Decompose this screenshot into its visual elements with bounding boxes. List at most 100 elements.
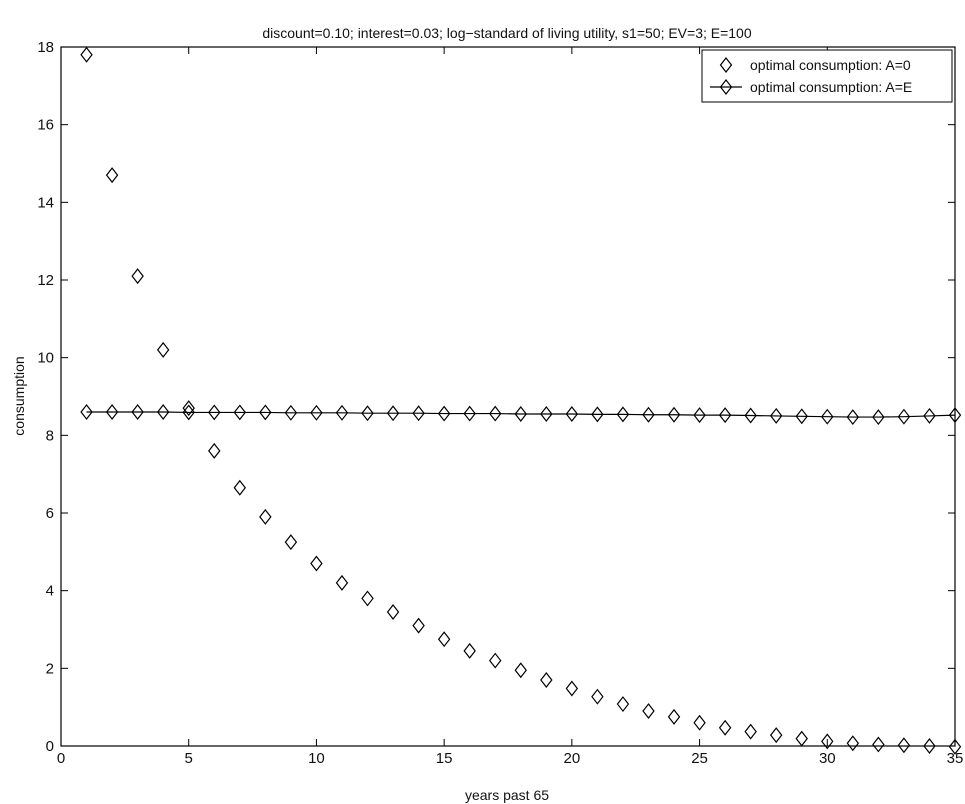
series-1-point <box>437 631 451 648</box>
series-1-point <box>514 662 527 679</box>
x-tick-label: 15 <box>436 750 453 767</box>
series-1-point <box>80 46 93 63</box>
series-2-point <box>335 404 349 421</box>
series-2-point <box>131 404 144 421</box>
series-2-point <box>616 406 630 423</box>
series-1-point <box>361 590 374 607</box>
x-tick-label: 20 <box>564 750 581 767</box>
series-1-point <box>948 738 962 755</box>
series-1-point <box>718 719 732 736</box>
x-tick-label: 0 <box>57 750 65 767</box>
series-1-point <box>233 479 247 496</box>
x-tick-label: 25 <box>691 750 708 767</box>
y-tick-label: 12 <box>37 272 54 289</box>
x-tick-label: 30 <box>819 750 836 767</box>
series-2-point <box>744 407 757 424</box>
series-1-point <box>744 723 757 740</box>
y-tick-label: 14 <box>37 194 54 211</box>
series-2-point <box>821 408 834 425</box>
y-tick-label: 6 <box>46 505 54 522</box>
series-1-point <box>540 672 553 688</box>
series-2-point <box>463 405 476 422</box>
series-1-point <box>208 442 221 459</box>
series-2-point <box>259 404 272 421</box>
series-2-point <box>565 405 579 422</box>
series-2-point <box>795 408 808 425</box>
legend-box <box>701 49 953 103</box>
series-1-point <box>795 730 808 747</box>
series-1-point <box>897 737 911 754</box>
series-1-point <box>259 508 272 525</box>
series-2-point <box>872 409 885 426</box>
series-2-point <box>591 406 604 423</box>
y-axis-label: consumption <box>11 356 27 435</box>
series-1-point <box>616 696 630 713</box>
series-2-point <box>233 404 247 421</box>
y-tick-label: 16 <box>37 117 54 134</box>
series-1-point <box>335 574 349 591</box>
x-tick-label: 35 <box>947 750 964 767</box>
chart-title: discount=0.10; interest=0.03; log−standa… <box>262 25 752 41</box>
series-2-point <box>105 404 119 421</box>
series-2-point <box>718 407 732 424</box>
series-2-point <box>540 405 553 422</box>
legend-entry-1: optimal consumption: A=0 <box>750 57 911 73</box>
series-2-point <box>361 405 374 422</box>
series-2-point <box>693 407 706 424</box>
series-2-point <box>412 405 425 422</box>
series-2-point <box>897 408 911 425</box>
series-1-point <box>693 714 706 731</box>
series-1-point <box>412 617 425 634</box>
series-1-point <box>821 733 834 750</box>
y-tick-label: 0 <box>46 738 54 755</box>
series-1-point <box>872 736 885 753</box>
series-1-point <box>769 727 783 744</box>
series-1-point <box>591 688 604 705</box>
series-1-point <box>463 642 476 659</box>
series-1-point <box>489 652 502 669</box>
y-tick-label: 2 <box>46 660 54 677</box>
series-2-point <box>769 407 783 424</box>
series-2-point <box>182 404 195 421</box>
series-line-2 <box>86 411 956 418</box>
series-2-point <box>948 407 962 424</box>
series-2-point <box>642 406 655 423</box>
x-tick-label: 10 <box>308 750 325 767</box>
series-2-point <box>156 404 170 421</box>
series-2-point <box>489 405 502 422</box>
plot-frame <box>60 46 956 747</box>
series-2-point <box>208 404 221 421</box>
series-1-point <box>310 555 323 572</box>
series-2-point <box>923 407 936 424</box>
series-1-point <box>846 735 860 752</box>
series-2-point <box>667 406 681 423</box>
series-1-point <box>131 268 144 285</box>
series-2-point <box>80 404 93 421</box>
series-1-point <box>156 341 170 358</box>
x-tick-label: 5 <box>185 750 193 767</box>
series-1-point <box>105 167 119 184</box>
series-1-point <box>565 680 579 697</box>
series-1-point <box>284 534 298 551</box>
series-1-point <box>923 738 936 754</box>
series-2-point <box>284 404 298 421</box>
y-tick-label: 10 <box>37 350 54 367</box>
plot-area: 0 5 10 15 20 25 30 35 0 2 4 6 8 10 12 14 16 18 optimal con… <box>37 39 963 767</box>
legend-marker-1 <box>719 57 733 73</box>
series-2-point <box>386 405 400 422</box>
x-axis-label: years past 65 <box>465 787 549 803</box>
series-2-point <box>310 404 323 421</box>
series-2-point <box>514 405 527 422</box>
series-1-point <box>182 400 195 417</box>
legend-entry-2: optimal consumption: A=E <box>750 79 912 95</box>
y-tick-label: 4 <box>46 583 54 600</box>
series-1-point <box>386 604 400 621</box>
series-1-point <box>667 708 681 725</box>
y-tick-label: 18 <box>37 39 54 56</box>
series-2-point <box>437 405 451 422</box>
series-1-point <box>642 703 655 720</box>
series-2-point <box>846 409 860 426</box>
y-tick-label: 8 <box>46 427 54 444</box>
legend-marker-2 <box>719 79 733 95</box>
